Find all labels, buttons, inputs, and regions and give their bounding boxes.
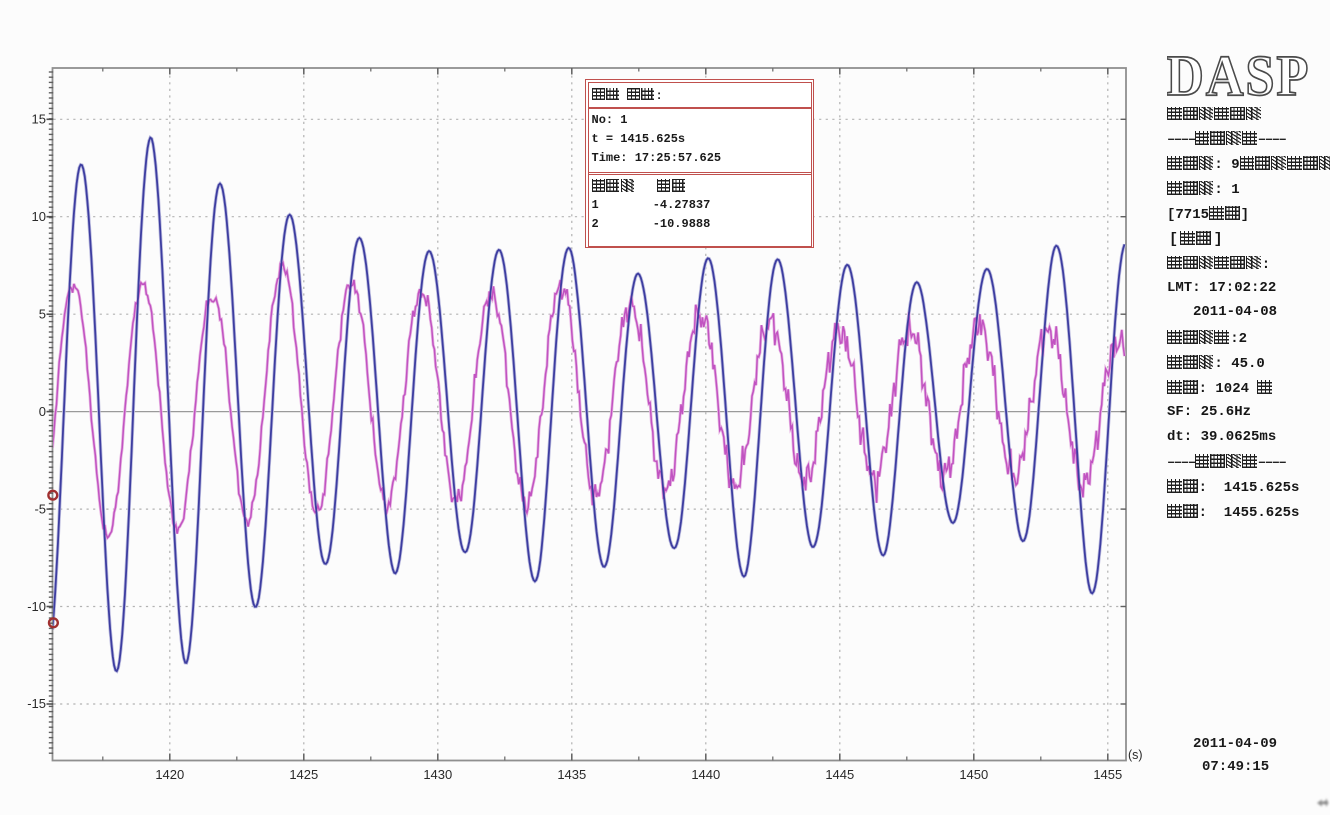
svg-text:1430: 1430 bbox=[423, 767, 452, 782]
svg-text:1425: 1425 bbox=[289, 767, 318, 782]
svg-text:(s): (s) bbox=[1128, 748, 1143, 762]
svg-text:0: 0 bbox=[39, 404, 46, 419]
svg-text:-5: -5 bbox=[34, 501, 46, 516]
svg-text:1455: 1455 bbox=[1093, 767, 1122, 782]
svg-text:5: 5 bbox=[39, 307, 46, 322]
svg-text:10: 10 bbox=[32, 209, 46, 224]
svg-text:1435: 1435 bbox=[557, 767, 586, 782]
svg-text:1445: 1445 bbox=[825, 767, 854, 782]
svg-text:1440: 1440 bbox=[691, 767, 720, 782]
svg-text:-10: -10 bbox=[27, 599, 46, 614]
svg-text:1420: 1420 bbox=[155, 767, 184, 782]
svg-text:-15: -15 bbox=[27, 696, 46, 711]
svg-text:15: 15 bbox=[32, 112, 46, 127]
svg-text:1450: 1450 bbox=[959, 767, 988, 782]
